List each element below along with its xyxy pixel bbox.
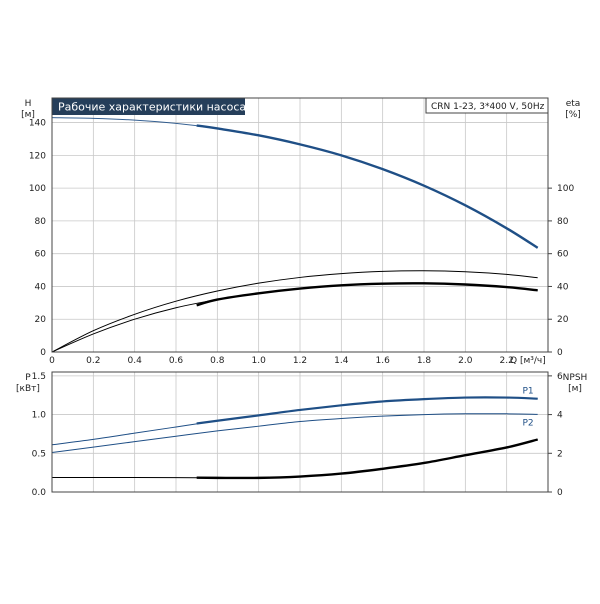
y-left-tick-label: 20 [35,315,47,325]
power-curve-p1-thin [51,396,538,446]
y-left-tick-label: 80 [35,217,47,227]
y-right-axis-unit: [%] [565,110,581,120]
series-label-p1: P1 [523,387,534,397]
y-right-tick-label: 80 [557,217,569,227]
model-label: CRN 1-23, 3*400 V, 50Hz [431,102,545,112]
y-left-tick-label: 60 [35,250,47,260]
power-curve-p1 [196,396,538,425]
y-left-tick-label: 140 [29,119,46,129]
chart-title: Рабочие характеристики насоса [58,101,246,114]
npsh-tick-label: 6 [557,372,563,382]
y-left-tick-label: 100 [29,184,46,194]
power-curve-p2-thin [51,413,538,454]
efficiency-curve-outer [51,270,538,353]
series-label-p2: P2 [523,418,534,428]
y-right-tick-label: 60 [557,250,569,260]
y-left-tick-label: 0 [40,348,46,358]
y-right-tick-label: 100 [557,184,574,194]
p-axis-unit: [кВт] [16,384,40,394]
x-tick-label: 1.2 [293,356,307,366]
y-left-axis-unit: [м] [21,110,35,120]
top-plot-frame [51,97,549,353]
bottom-plot-frame [51,371,549,493]
y-right-tick-label: 20 [557,315,569,325]
p-tick-label: 0.0 [32,488,47,498]
x-tick-label: 1.8 [417,356,432,366]
title-bar [52,98,245,115]
x-axis-label: Q [м³/ч] [510,356,546,366]
y-right-axis-label: eta [566,99,581,109]
p-tick-label: 0.5 [32,449,46,459]
npsh-curve-thin [51,439,538,479]
x-tick-label: 0.6 [169,356,184,366]
npsh-tick-label: 4 [557,411,563,421]
head-curve [196,124,539,249]
y-left-tick-label: 120 [29,151,46,161]
y-left-tick-label: 40 [35,282,47,292]
x-tick-label: 0.4 [128,356,143,366]
npsh-curve [196,438,538,480]
x-tick-label: 2.2 [500,356,514,366]
npsh-tick-label: 2 [557,449,563,459]
p-tick-label: 1.0 [32,411,47,421]
head-curve-thin [51,117,538,249]
npsh-axis-unit: [м] [568,384,582,394]
npsh-axis-label: NPSH [563,373,588,383]
y-left-axis-label: H [25,99,32,109]
x-tick-label: 0 [49,356,55,366]
x-tick-label: 2.0 [458,356,473,366]
x-tick-label: 0.2 [86,356,100,366]
y-right-tick-label: 0 [557,348,563,358]
efficiency-curve-inner [196,282,538,307]
x-tick-label: 1.4 [334,356,349,366]
y-right-tick-label: 40 [557,282,569,292]
x-tick-label: 0.8 [210,356,225,366]
p-axis-label: P [25,373,31,383]
p-tick-label: 1.5 [32,372,46,382]
x-tick-label: 1.0 [252,356,267,366]
x-tick-label: 1.6 [376,356,391,366]
npsh-tick-label: 0 [557,488,563,498]
